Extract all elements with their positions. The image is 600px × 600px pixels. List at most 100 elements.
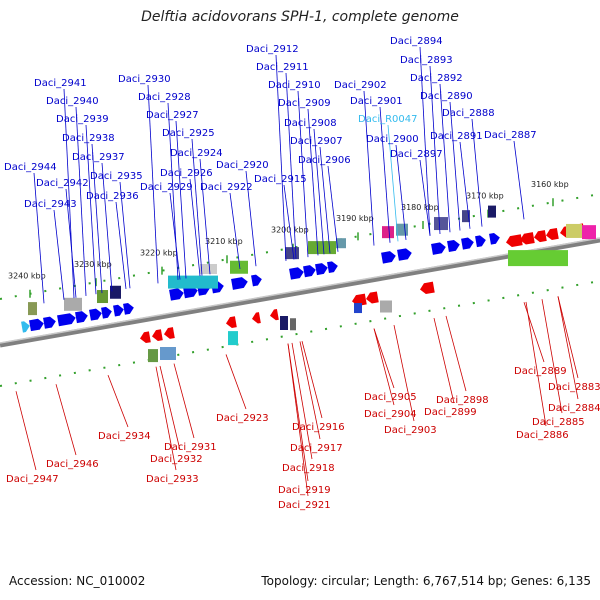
top-label-connector: [91, 143, 103, 294]
annotation-block: [200, 264, 217, 274]
top-gene-label: Daci_2894: [390, 36, 443, 47]
bottom-label-connector: [225, 354, 247, 410]
top-gene-label: Daci_2891: [430, 131, 483, 142]
top-gene-label: Daci_2906: [298, 155, 351, 166]
top-gene-label: Daci_2939: [56, 114, 109, 125]
top-gene-label: Daci_2935: [90, 171, 143, 182]
forward-gene: [289, 267, 304, 280]
forward-gene: [183, 285, 198, 299]
annotation-block: [566, 223, 582, 238]
annotation-block: [382, 226, 394, 239]
reverse-gene: [140, 331, 151, 344]
top-gene-label: Daci_2912: [246, 44, 299, 55]
top-gene-label: Daci_2910: [268, 80, 321, 91]
reverse-gene: [506, 234, 523, 248]
bottom-label-connector: [557, 296, 579, 379]
forward-gene: [57, 313, 76, 327]
top-label-connector: [307, 108, 319, 256]
top-label-connector: [363, 90, 375, 246]
top-gene-label: Daci_2908: [284, 118, 337, 129]
bottom-gene-label: Daci_2933: [146, 474, 199, 485]
annotation-block: [290, 318, 296, 331]
tick-label: 3220 kbp: [140, 249, 178, 258]
reverse-gene: [252, 312, 261, 324]
top-label-connector: [449, 101, 461, 231]
annotation-block: [308, 241, 336, 255]
bottom-label-connector: [15, 391, 37, 471]
forward-gene: [251, 274, 262, 287]
tick-label: 3160 kbp: [531, 180, 569, 189]
bottom-label-connector: [287, 343, 309, 482]
top-label-connector: [297, 90, 309, 258]
top-gene-label: Daci_2940: [46, 96, 99, 107]
tick-label: 3170 kbp: [466, 191, 504, 200]
top-gene-label: Daci_2900: [366, 134, 419, 145]
bottom-gene-label: Daci_2883: [548, 382, 600, 393]
top-label-connector: [419, 159, 431, 236]
annotation-block: [160, 347, 176, 360]
annotation-block: [110, 285, 121, 299]
top-label-connector: [33, 172, 45, 304]
top-label-connector: [191, 138, 203, 276]
bottom-gene-label: Daci_2934: [98, 431, 151, 442]
bottom-label-connector: [107, 374, 129, 428]
top-gene-label: Daci_2938: [62, 133, 115, 144]
top-gene-label: Daci_2942: [36, 178, 89, 189]
reverse-gene: [420, 281, 435, 295]
top-label-connector: [327, 165, 339, 252]
bottom-label-connector: [299, 341, 321, 440]
top-label-connector: [245, 170, 257, 267]
bottom-gene-label: Daci_2947: [6, 474, 59, 485]
top-gene-label: Daci_2927: [146, 110, 199, 121]
top-label-connector: [395, 144, 407, 240]
bottom-gene-label: Daci_2923: [216, 413, 269, 424]
top-label-connector: [169, 192, 181, 280]
bottom-label-connector: [373, 328, 395, 389]
reverse-gene: [152, 329, 163, 341]
top-label-connector: [199, 158, 211, 275]
bottom-gene-label: Daci_2919: [278, 485, 331, 496]
bottom-label-connector: [301, 341, 323, 419]
annotation-block: [280, 316, 288, 330]
genome-stats-text: Topology: circular; Length: 6,767,514 bp…: [261, 574, 591, 588]
top-label-connector: [275, 54, 287, 261]
top-gene-label: Daci_2915: [254, 174, 307, 185]
top-gene-label: Daci_2907: [290, 136, 343, 147]
forward-gene: [381, 251, 396, 264]
top-label-connector: [115, 201, 127, 289]
scale-line-2: [0, 280, 600, 387]
top-label-connector: [387, 124, 399, 242]
accession-text: Accession: NC_010002: [9, 574, 146, 588]
reverse-gene: [534, 230, 547, 243]
forward-gene: [475, 235, 486, 248]
top-gene-label: Daci_2943: [24, 199, 77, 210]
top-label-connector: [175, 120, 187, 279]
reverse-gene: [164, 327, 175, 339]
annotation-block: [285, 247, 299, 260]
top-label-connector: [53, 209, 65, 300]
top-label-connector: [459, 141, 471, 229]
annotation-block: [336, 238, 346, 249]
forward-gene: [431, 242, 446, 255]
forward-gene: [461, 237, 474, 250]
top-gene-label: Daci_2936: [86, 191, 139, 202]
top-gene-label: Daci_2929: [140, 182, 193, 193]
bottom-label-connector: [525, 301, 547, 427]
bottom-label-connector: [433, 317, 455, 404]
annotation-block: [97, 290, 108, 304]
reverse-gene: [520, 232, 535, 245]
annotation-block: [64, 297, 82, 311]
bottom-gene-label: Daci_2899: [424, 407, 477, 418]
reverse-gene: [546, 227, 559, 241]
top-gene-label: Daci_2930: [118, 74, 171, 85]
bottom-gene-label: Daci_2918: [282, 463, 335, 474]
tick-label: 3180 kbp: [401, 203, 439, 212]
bottom-label-connector: [541, 299, 563, 414]
forward-gene: [29, 318, 44, 332]
top-gene-label: Daci_2924: [170, 148, 223, 159]
bottom-label-connector: [173, 363, 195, 439]
bottom-gene-label: Daci_2932: [150, 454, 203, 465]
top-gene-label: Daci_2888: [442, 108, 495, 119]
top-gene-label: Daci_2928: [138, 92, 191, 103]
